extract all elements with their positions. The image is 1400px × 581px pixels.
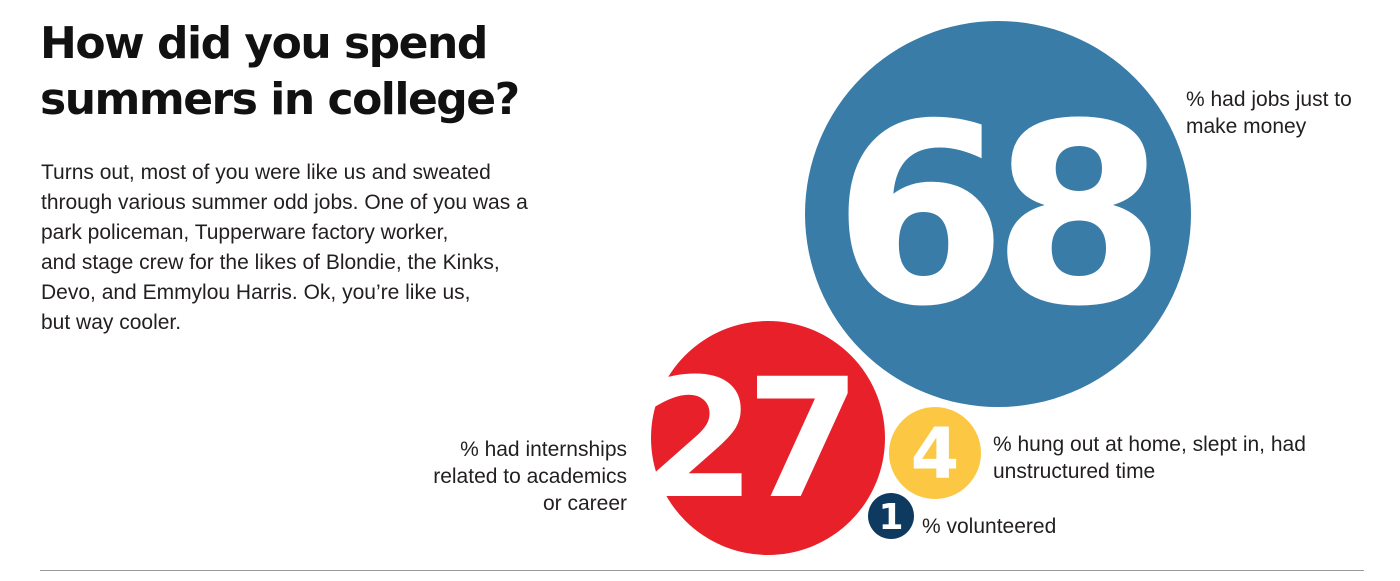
bubble-label-line: % volunteered	[922, 515, 1056, 538]
bubble-value: 68	[833, 70, 1151, 361]
intro-line: Devo, and Emmylou Harris. Ok, you’re lik…	[41, 281, 471, 304]
intro-paragraph: Turns out, most of you were like us and …	[41, 158, 601, 338]
page-title: How did you spend summers in college?	[40, 16, 600, 128]
title-line: summers in college?	[40, 74, 520, 125]
bubble-label-line: % had internships	[460, 438, 627, 461]
intro-line: Turns out, most of you were like us and …	[41, 161, 491, 184]
bubble-68: 68 % had jobs just to make money	[805, 21, 1352, 407]
bubble-1: 1 % volunteered	[868, 493, 1056, 539]
bubble-value: 4	[911, 413, 960, 495]
bubble-label-line: related to academics	[433, 465, 627, 488]
bubble-4: 4 % hung out at home, slept in, had unstru…	[889, 407, 1306, 499]
bubble-label-line: % had jobs just to	[1186, 88, 1352, 111]
bubble-label-line: % hung out at home, slept in, had	[993, 433, 1306, 456]
bottom-divider	[40, 570, 1364, 571]
bubble-value: 27	[641, 343, 851, 535]
bubble-label-line: make money	[1186, 115, 1307, 138]
intro-line: but way cooler.	[41, 311, 182, 334]
bubble-label-line: unstructured time	[993, 460, 1155, 483]
bubble-circle	[651, 321, 885, 555]
bubble-circle	[889, 407, 981, 499]
bubble-circle	[805, 21, 1191, 407]
bubble-circle	[868, 493, 914, 539]
intro-line: through various summer odd jobs. One of …	[41, 191, 528, 214]
bubble-27: 27 % had internships related to academics o…	[433, 321, 885, 555]
intro-line: park policeman, Tupperware factory worke…	[41, 221, 449, 244]
intro-line: and stage crew for the likes of Blondie,…	[41, 251, 500, 274]
bubble-label-line: or career	[543, 492, 627, 515]
title-line: How did you spend	[40, 18, 488, 69]
bubble-value: 1	[878, 497, 903, 538]
